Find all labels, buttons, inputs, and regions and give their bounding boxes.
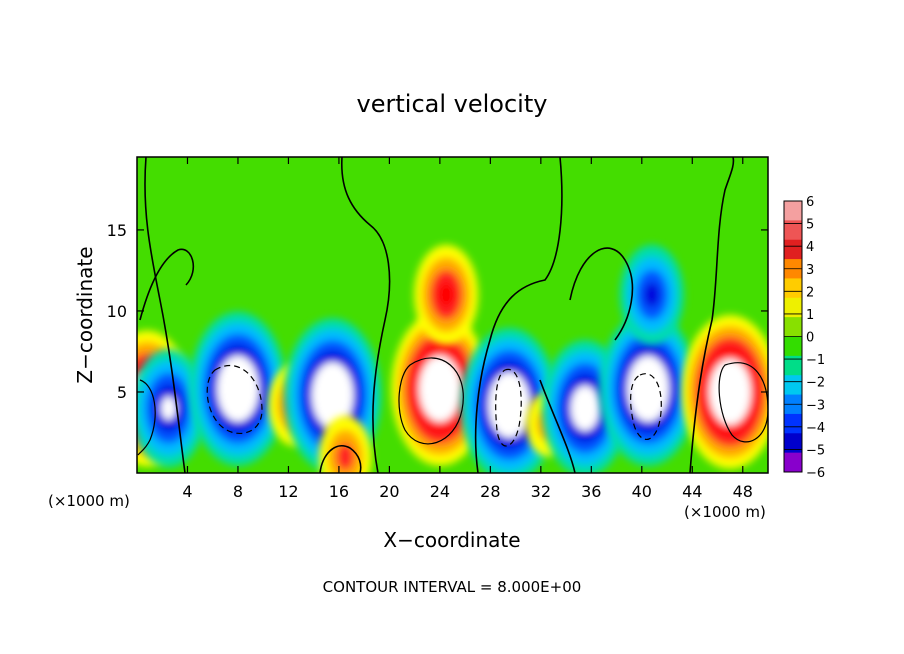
x-tick-label: 40 <box>632 482 652 501</box>
colorbar-label: −3 <box>806 398 825 413</box>
colorbar-label: 0 <box>806 331 814 346</box>
colorbar-label: 5 <box>806 218 814 233</box>
x-tick-label: 16 <box>329 482 349 501</box>
x-tick-label: 4 <box>182 482 192 501</box>
field-feature-layer <box>161 396 177 420</box>
colorbar-swatch <box>784 220 802 241</box>
colorbar-swatch <box>784 297 802 318</box>
colorbar-swatch <box>784 452 802 473</box>
colorbar-swatch <box>784 278 802 299</box>
field-feature-layer <box>325 384 340 407</box>
contour-interval-label: CONTOUR INTERVAL = 8.000E+00 <box>323 578 582 596</box>
colorbar-swatch <box>784 201 802 221</box>
x-tick-label: 28 <box>480 482 500 501</box>
contour-line <box>539 379 576 473</box>
velocity-field <box>137 244 768 473</box>
x-tick-label: 32 <box>531 482 551 501</box>
field-feature-layer <box>336 443 355 471</box>
colorbar-swatch <box>784 375 802 396</box>
x-tick-label: 48 <box>733 482 753 501</box>
colorbar-label: 3 <box>806 263 814 278</box>
colorbar-label: 1 <box>806 308 814 323</box>
contour-line <box>398 357 464 445</box>
colorbar-swatch <box>784 413 802 434</box>
colorbar-label: −6 <box>806 466 825 481</box>
field-feature-layer <box>641 377 656 400</box>
chart-title: vertical velocity <box>357 90 548 118</box>
colorbar-label: −4 <box>806 421 825 436</box>
colorbar-swatch <box>784 336 802 357</box>
contour-line <box>689 157 735 473</box>
colorbar-label: 6 <box>806 195 814 210</box>
field-feature-layer <box>643 282 660 308</box>
field-feature <box>599 311 697 466</box>
contour-line <box>139 248 195 321</box>
x-tick-label: 36 <box>581 482 601 501</box>
y-tick-label: 5 <box>117 383 127 402</box>
plot-area <box>136 156 769 474</box>
colorbar-swatch <box>784 239 802 260</box>
field-feature <box>189 311 287 466</box>
colorbar-swatch <box>784 355 802 376</box>
y-tick-label: 10 <box>107 302 127 321</box>
field-feature <box>137 349 207 468</box>
contour-lines <box>137 157 768 473</box>
contour-line <box>341 157 391 473</box>
colorbar-label: 2 <box>806 285 814 300</box>
contour-line <box>144 157 186 473</box>
contour-line <box>319 445 362 473</box>
contour-line <box>718 362 768 443</box>
x-tick-label: 44 <box>682 482 702 501</box>
field-feature-layer <box>438 282 455 308</box>
colorbar: 6 5 4 3 2 1 0 −1 −2 −3 −4 −5 −6 <box>783 195 825 481</box>
field-feature-layer <box>502 393 517 416</box>
x-tick-label: 8 <box>233 482 243 501</box>
x-axis-ticks: 4 8 12 16 20 24 28 32 36 40 44 48 <box>182 157 753 501</box>
colorbar-swatch <box>784 433 802 454</box>
y-tick-label: 15 <box>107 221 127 240</box>
field-feature-layer <box>577 396 593 420</box>
contour-line <box>569 247 634 341</box>
field-feature-layer <box>723 380 738 403</box>
colorbar-swatch <box>784 317 802 337</box>
colorbar-label: 4 <box>806 240 814 255</box>
colorbar-label: −2 <box>806 376 825 391</box>
contour-line <box>630 373 662 440</box>
x-axis-label: X−coordinate <box>383 528 520 552</box>
contour-line <box>474 157 563 473</box>
field-feature-layer <box>432 377 447 400</box>
x-tick-label: 12 <box>278 482 298 501</box>
plot-frame <box>136 156 769 474</box>
colorbar-label: −5 <box>806 443 825 458</box>
x-unit-right: (×1000 m) <box>684 503 766 521</box>
field-feature-layer <box>231 377 245 400</box>
field-feature <box>619 244 684 345</box>
contour-line <box>206 364 263 434</box>
y-axis-ticks: 5 10 15 <box>107 221 768 402</box>
x-unit-left: (×1000 m) <box>48 492 130 510</box>
x-tick-label: 24 <box>430 482 450 501</box>
field-feature <box>414 244 479 345</box>
contour-line <box>495 368 522 447</box>
colorbar-label: −1 <box>806 353 825 368</box>
y-axis-label: Z−coordinate <box>73 246 97 383</box>
contour-line <box>137 379 156 456</box>
x-tick-label: 20 <box>379 482 399 501</box>
